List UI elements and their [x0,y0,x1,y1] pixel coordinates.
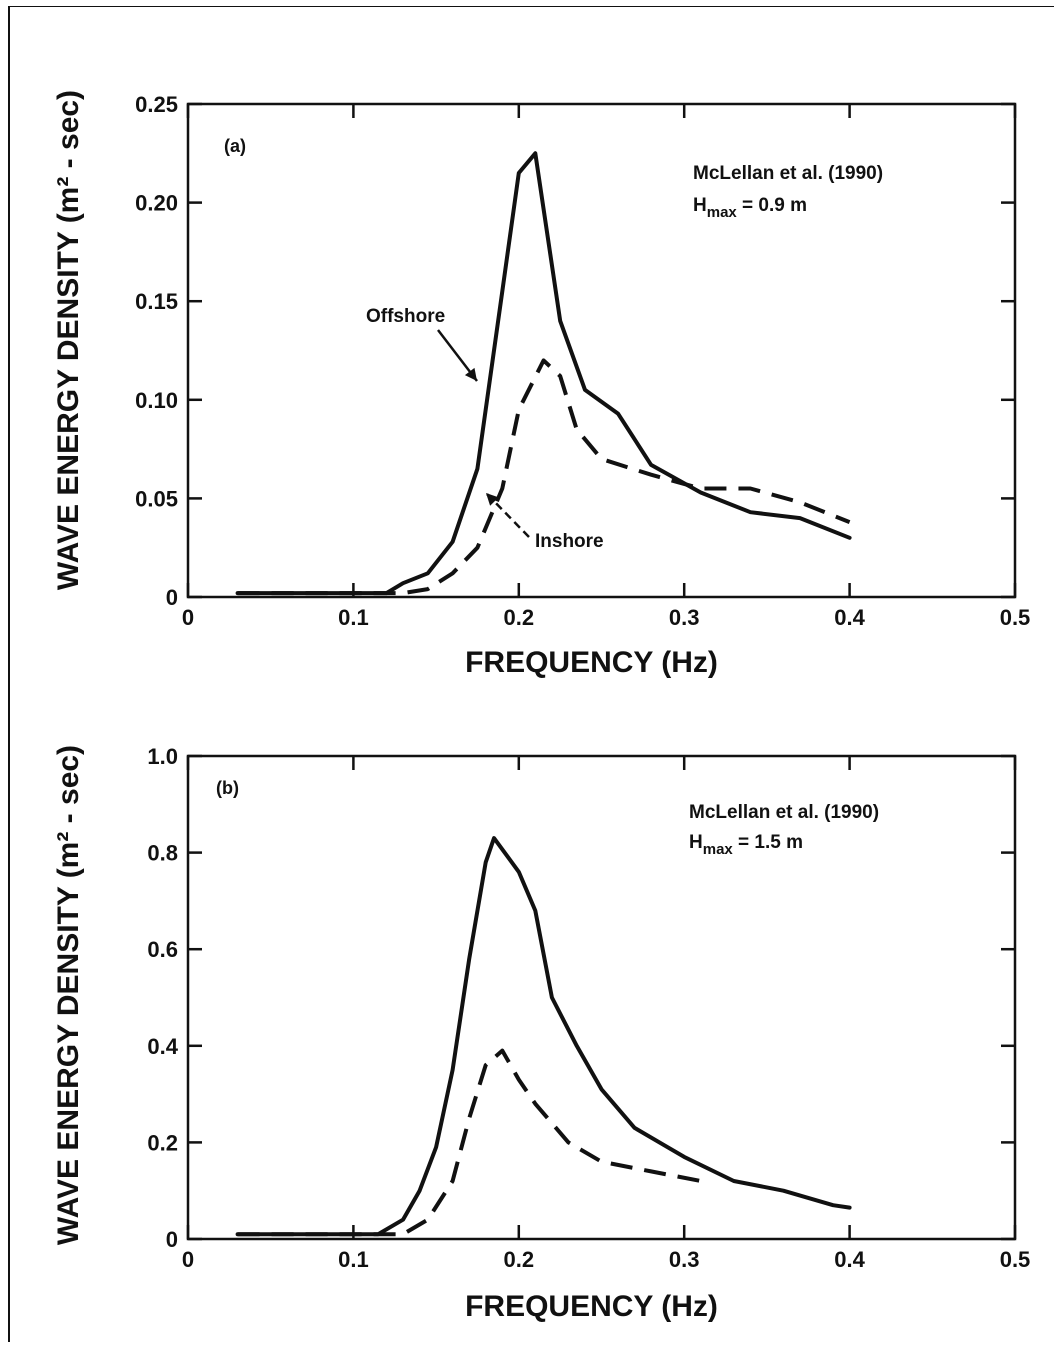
x-tick-label: 0.4 [834,605,865,630]
x-tick-label: 0.5 [1000,605,1031,630]
x-tick-label: 0.2 [504,1247,535,1272]
y-tick-label: 0.25 [135,92,178,117]
annotation-source: McLellan et al. (1990) [689,802,879,823]
x-tick-label: 0.5 [1000,1247,1031,1272]
x-tick-label: 0.1 [338,605,369,630]
panel-label: (b) [216,778,239,798]
annotation-hmax: Hmax = 0.9 m [693,195,807,221]
callout-arrowhead [464,367,477,381]
x-tick-label: 0.2 [504,605,535,630]
chart-panel-a: 0 0.1 0.2 0.3 0.4 0.5 0 0.05 0.10 0.15 0.20 0.25 FRE… [52,90,1030,679]
callout-label-inshore: Inshore [535,531,604,552]
x-tick-label: 0.3 [669,1247,700,1272]
callout-label-offshore: Offshore [366,306,445,327]
y-tick-label: 0.8 [147,841,178,866]
y-axis-title: WAVE ENERGY DENSITY (m² - sec) [52,90,85,590]
chart-panel-b: 0 0.1 0.2 0.3 0.4 0.5 0 0.2 0.4 0.6 0.8 1.0 FREQUENC… [52,744,1030,1323]
annotation-hmax: Hmax = 1.5 m [689,832,803,858]
panel-label: (a) [224,136,246,156]
x-tick-label: 0.1 [338,1247,369,1272]
x-tick-label: 0 [182,605,194,630]
series-line-offshore [235,151,852,596]
y-tick-label: 1.0 [147,744,178,769]
x-tick-label: 0.4 [834,1247,865,1272]
x-axis-title: FREQUENCY (Hz) [465,1290,718,1323]
callout-arrow [485,492,530,538]
x-axis-title: FREQUENCY (Hz) [465,646,718,679]
y-tick-label: 0.05 [135,486,178,511]
series-line-inshore [237,1048,702,1237]
y-axis-title: WAVE ENERGY DENSITY (m² - sec) [52,745,85,1245]
figure-frame [8,6,1054,1342]
y-tick-label: 0 [166,585,178,610]
series-line-offshore [235,836,852,1237]
x-tick-label: 0 [182,1247,194,1272]
y-tick-label: 0 [166,1227,178,1252]
y-tick-label: 0.6 [147,937,178,962]
annotation-source: McLellan et al. (1990) [693,163,883,184]
plot-frame [186,102,1017,599]
y-tick-label: 0.2 [147,1130,178,1155]
y-tick-label: 0.20 [135,191,178,216]
plot-frame [186,754,1017,1241]
y-tick-label: 0.10 [135,388,178,413]
y-tick-label: 0.4 [147,1034,178,1059]
callout-arrowhead [486,493,499,506]
x-tick-label: 0.3 [669,605,700,630]
series-line-inshore [237,358,851,596]
y-tick-label: 0.15 [135,289,178,314]
